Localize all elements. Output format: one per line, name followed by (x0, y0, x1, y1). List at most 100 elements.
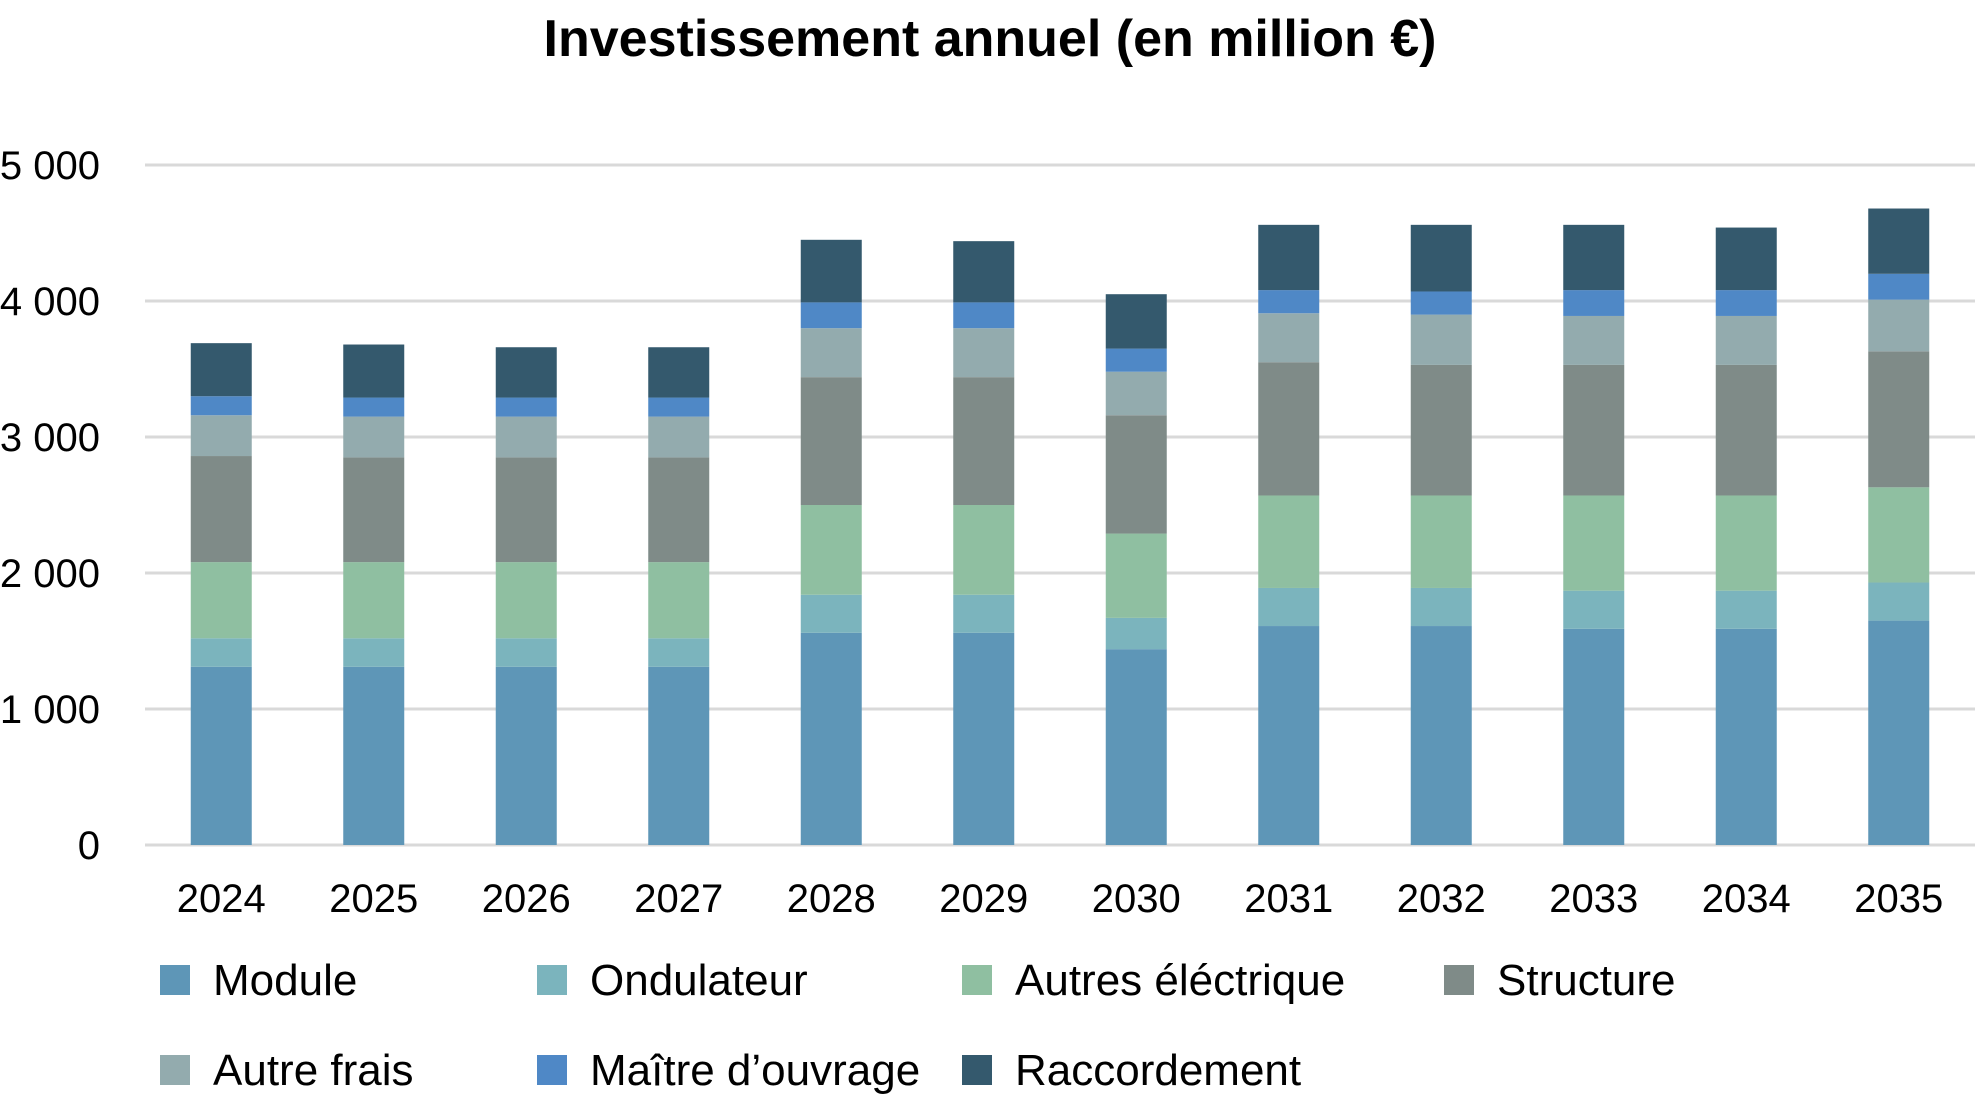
bar-segment (953, 328, 1015, 378)
bar-segment (1868, 620, 1930, 845)
bar-segment (1105, 348, 1167, 372)
bar-segment (648, 416, 710, 458)
bar-segment (343, 666, 405, 845)
bar-segment (800, 594, 862, 633)
bar-segment (1868, 351, 1930, 488)
bar-segment (1410, 626, 1472, 845)
legend-label: Structure (1497, 956, 1676, 1005)
bar-segment (1563, 628, 1625, 845)
bar-segment (1563, 495, 1625, 591)
bar-segment (1410, 364, 1472, 496)
bar-segment (800, 377, 862, 505)
bar-segment (1563, 224, 1625, 291)
bar-segment (495, 416, 557, 458)
bar-segment (1105, 371, 1167, 416)
bar-segment (1105, 617, 1167, 650)
legend-label: Autre frais (213, 1046, 414, 1095)
x-axis-ticks: 2024 2025 2026 2027 2028 2029 2030 2031 2032 2033… (177, 877, 1943, 921)
gridlines (145, 163, 1975, 847)
y-tick-label: 0 (78, 824, 100, 868)
bar-segment (495, 666, 557, 845)
legend-item: Autres éléctrique (962, 956, 1345, 1005)
bar-segment (1105, 415, 1167, 534)
legend-item: Structure (1444, 956, 1676, 1005)
x-tick-label: 2030 (1092, 877, 1181, 921)
bar-segment (800, 239, 862, 303)
bar-segment (953, 241, 1015, 303)
bar-segment (800, 328, 862, 378)
bar-segment (1258, 362, 1320, 496)
bar-segment (648, 457, 710, 563)
bar-segment (190, 666, 252, 845)
bar-segment (1410, 314, 1472, 365)
legend-label: Autres éléctrique (1015, 956, 1345, 1005)
bar-segment (495, 347, 557, 398)
x-tick-label: 2024 (177, 877, 266, 921)
legend: Module Ondulateur Autres éléctrique Structu… (160, 956, 1676, 1095)
legend-label: Maître d’ouvrage (590, 1046, 920, 1095)
bar-segment (1410, 224, 1472, 292)
legend-swatch (962, 965, 992, 995)
legend-item: Module (160, 956, 357, 1005)
bar-segment (343, 344, 405, 398)
legend-swatch (1444, 965, 1474, 995)
y-tick-label: 2 000 (0, 552, 100, 596)
legend-item: Maître d’ouvrage (537, 1046, 920, 1095)
bar-segment (1105, 649, 1167, 845)
bar-segment (1563, 364, 1625, 496)
bar-segment (1258, 224, 1320, 291)
legend-item: Raccordement (962, 1046, 1301, 1095)
bar-segment (190, 562, 252, 639)
bar-segment (1258, 626, 1320, 845)
y-axis-ticks: 0 1 000 2 000 3 000 4 000 5 000 (0, 144, 100, 868)
bar-segment (190, 456, 252, 563)
bar-segment (1563, 315, 1625, 365)
bar-segment (1715, 290, 1777, 316)
bar-segment (495, 397, 557, 417)
legend-swatch (160, 1055, 190, 1085)
bar-segment (1410, 495, 1472, 588)
bar-segment (648, 397, 710, 417)
y-tick-label: 3 000 (0, 416, 100, 460)
legend-item: Ondulateur (537, 956, 808, 1005)
bar-segment (343, 562, 405, 639)
legend-swatch (537, 965, 567, 995)
bar-segment (495, 457, 557, 563)
bar-segment (1258, 290, 1320, 314)
bar-segment (648, 562, 710, 639)
bar-segment (190, 343, 252, 397)
bar-segment (1715, 628, 1777, 845)
legend-label: Ondulateur (590, 956, 808, 1005)
y-tick-label: 1 000 (0, 688, 100, 732)
bar-segment (1868, 299, 1930, 352)
bar-segment (1868, 582, 1930, 621)
bar-segment (1715, 315, 1777, 365)
bar-segment (343, 416, 405, 458)
bar-segment (1410, 291, 1472, 315)
bar-series (190, 208, 1930, 845)
bar-segment (1715, 590, 1777, 629)
x-tick-label: 2033 (1549, 877, 1638, 921)
bar-segment (1868, 273, 1930, 300)
bar-segment (953, 377, 1015, 505)
bar-segment (800, 302, 862, 329)
x-tick-label: 2035 (1854, 877, 1943, 921)
bar-segment (1258, 495, 1320, 588)
bar-segment (1105, 533, 1167, 618)
bar-segment (495, 638, 557, 667)
legend-swatch (160, 965, 190, 995)
bar-segment (343, 457, 405, 563)
bar-segment (953, 505, 1015, 595)
bar-segment (953, 632, 1015, 845)
legend-label: Module (213, 956, 357, 1005)
legend-item: Autre frais (160, 1046, 414, 1095)
bar-segment (1715, 227, 1777, 291)
bar-segment (190, 396, 252, 416)
legend-label: Raccordement (1015, 1046, 1301, 1095)
y-tick-label: 5 000 (0, 144, 100, 188)
bar-segment (1258, 313, 1320, 363)
bar-segment (1563, 590, 1625, 629)
bar-segment (1258, 587, 1320, 627)
bar-segment (1715, 364, 1777, 496)
